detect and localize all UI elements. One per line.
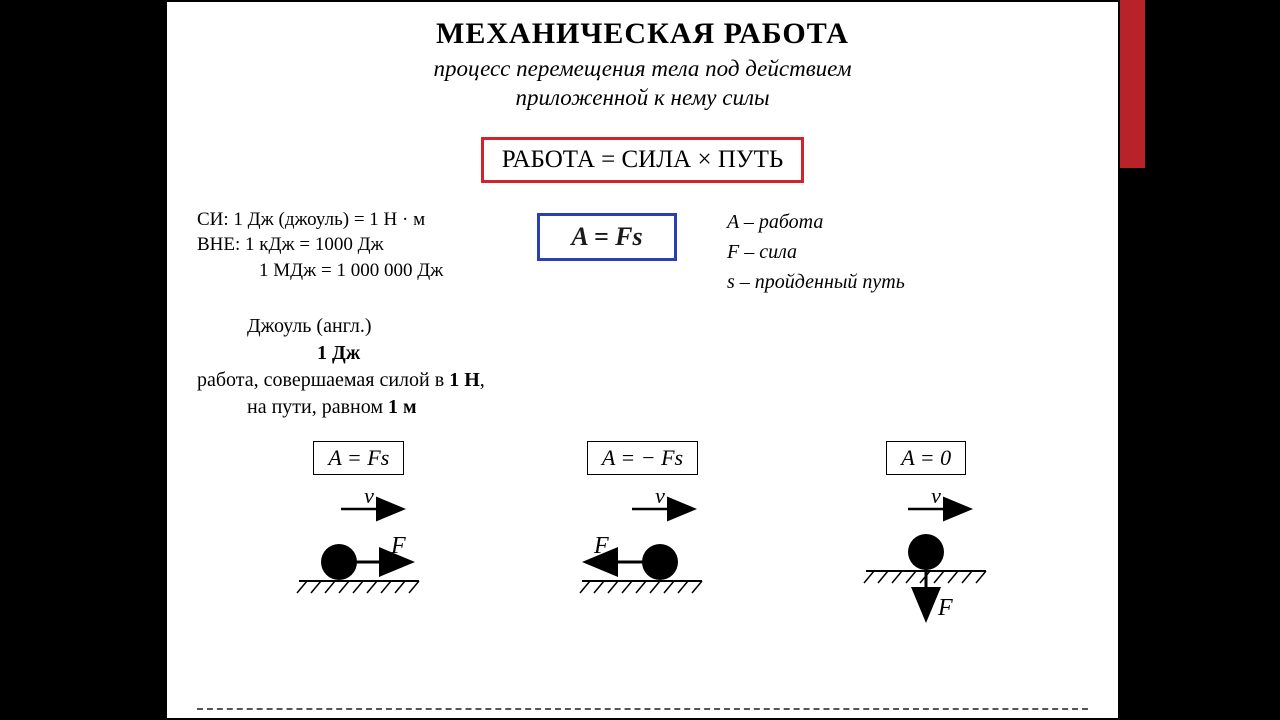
units-column: СИ: 1 Дж (джоуль) = 1 Н · м ВНЕ: 1 кДж =… [197, 207, 517, 284]
diagram-row: A = Fs v [197, 441, 1088, 625]
subtitle-line-1: процесс перемещения тела под действием [434, 56, 852, 81]
svg-text:F: F [390, 533, 406, 559]
main-formula-row: РАБОТА = СИЛА × ПУТЬ [197, 137, 1088, 183]
case-2-formula: A = − Fs [587, 441, 698, 475]
joule-definition: Джоуль (англ.) 1 Дж работа, совершаемая … [197, 313, 1088, 421]
joule-name-line: Джоуль (англ.) [197, 313, 1088, 340]
a-equals-fs-box: A = Fs [537, 213, 677, 261]
case-1-sketch: v F [269, 485, 449, 625]
svg-text:v: v [931, 485, 941, 508]
si-unit-line: СИ: 1 Дж (джоуль) = 1 Н · м [197, 207, 517, 233]
legend-column: A – работа F – сила s – пройденный путь [697, 207, 1088, 297]
svg-text:v: v [656, 485, 666, 508]
legend-f: F – сила [727, 237, 1088, 267]
svg-text:v: v [364, 485, 374, 508]
main-formula-box: РАБОТА = СИЛА × ПУТЬ [481, 137, 804, 183]
case-3-sketch: v F [836, 485, 1016, 625]
kj-unit-line: ВНЕ: 1 кДж = 1000 Дж [197, 232, 517, 258]
case-3-zero-work: A = 0 v [816, 441, 1036, 625]
mj-unit-line: 1 МДж = 1 000 000 Дж [197, 258, 517, 284]
svg-text:F: F [937, 595, 953, 621]
joule-symbol-line: 1 Дж [197, 340, 1088, 367]
formula-column: A = Fs [537, 207, 677, 261]
joule-desc-line-1: работа, совершаемая силой в 1 Н, [197, 367, 1088, 394]
mid-section: СИ: 1 Дж (джоуль) = 1 Н · м ВНЕ: 1 кДж =… [197, 207, 1088, 297]
case-1-formula: A = Fs [313, 441, 404, 475]
legend-a: A – работа [727, 207, 1088, 237]
legend-s: s – пройденный путь [727, 267, 1088, 297]
case-2-negative-work: A = − Fs v [532, 441, 752, 625]
joule-desc-line-2: на пути, равном 1 м [197, 394, 1088, 421]
physics-poster: МЕХАНИЧЕСКАЯ РАБОТА процесс перемещения … [165, 0, 1120, 720]
case-1-positive-work: A = Fs v [249, 441, 469, 625]
accent-bar [1120, 0, 1145, 168]
subtitle: процесс перемещения тела под действием п… [197, 55, 1088, 113]
page-title: МЕХАНИЧЕСКАЯ РАБОТА [197, 17, 1088, 51]
case-3-formula: A = 0 [886, 441, 966, 475]
dashed-separator [197, 708, 1088, 710]
svg-text:F: F [593, 533, 609, 559]
case-2-sketch: v F [552, 485, 732, 625]
subtitle-line-2: приложенной к нему силы [515, 85, 769, 110]
